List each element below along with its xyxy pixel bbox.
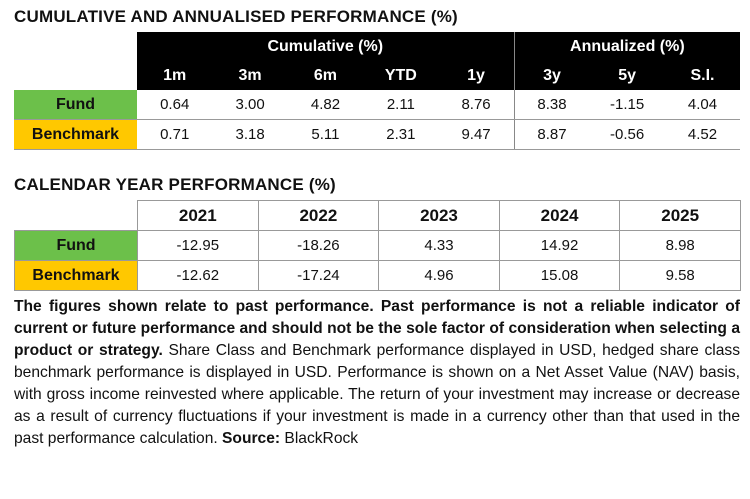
calendar-title: CALENDAR YEAR PERFORMANCE (%) [14, 175, 336, 194]
column-header: 5y [589, 61, 665, 90]
table-row: Benchmark -12.62 -17.24 4.96 15.08 9.58 [14, 260, 741, 291]
cell-value: 8.38 [513, 90, 590, 120]
column-header: 2022 [257, 200, 380, 231]
column-header: 2024 [498, 200, 621, 231]
cell-value: 15.08 [498, 260, 621, 291]
calendar-table: 2021 2022 2023 2024 2025 Fund -12.95 -18.26 4.3… [14, 200, 741, 291]
table-row: Benchmark 0.71 3.18 5.11 2.31 9.47 8.87 -0.56 4.… [14, 119, 741, 150]
cell-value: 2.31 [363, 119, 439, 150]
cell-value: -12.95 [137, 230, 259, 261]
cell-value: -12.62 [137, 260, 259, 291]
benchmark-label: Benchmark [14, 260, 138, 291]
table-row: Fund -12.95 -18.26 4.33 14.92 8.98 [14, 230, 741, 261]
disclaimer-body: Share Class and Benchmark performance di… [14, 342, 740, 447]
cell-value: 0.64 [137, 90, 213, 120]
group-annualized: Annualized (%) [513, 32, 741, 61]
cell-value: -18.26 [257, 230, 380, 261]
column-header: YTD [363, 61, 439, 90]
cell-value: 9.58 [619, 260, 741, 291]
column-header: 2021 [137, 200, 259, 231]
cell-value: 8.76 [438, 90, 515, 120]
column-header: 6m [287, 61, 364, 90]
cell-value: 0.71 [137, 119, 213, 150]
fund-label: Fund [14, 230, 138, 261]
fund-label: Fund [14, 90, 137, 120]
column-header: 1m [137, 61, 213, 90]
cell-value: 14.92 [498, 230, 621, 261]
cell-value: 4.82 [287, 90, 364, 120]
cell-value: 4.33 [378, 230, 500, 261]
table-row: Fund 0.64 3.00 4.82 2.11 8.76 8.38 -1.15 4.04 [14, 90, 741, 120]
column-header: 3m [212, 61, 288, 90]
cell-value: 4.96 [378, 260, 500, 291]
benchmark-label: Benchmark [14, 119, 137, 150]
cell-value: 3.00 [212, 90, 288, 120]
cell-value: 8.98 [619, 230, 741, 261]
cell-value: 4.04 [664, 90, 741, 120]
column-header: 2025 [619, 200, 741, 231]
cumulative-table: Cumulative (%) Annualized (%) 1m 3m 6m YTD 1y… [14, 32, 741, 150]
column-header: 2023 [378, 200, 500, 231]
cumulative-title: CUMULATIVE AND ANNUALISED PERFORMANCE (%… [14, 7, 458, 26]
cell-value: 3.18 [212, 119, 288, 150]
cell-value: 8.87 [513, 119, 590, 150]
cell-value: 9.47 [438, 119, 515, 150]
column-header: S.I. [664, 61, 741, 90]
disclaimer-bold: The figures shown relate to past perform… [14, 298, 740, 359]
column-header: 1y [438, 61, 515, 90]
disclaimer: The figures shown relate to past perform… [14, 296, 740, 450]
cell-value: 4.52 [664, 119, 741, 150]
cell-value: -1.15 [589, 90, 665, 120]
cell-value: 5.11 [287, 119, 364, 150]
cell-value: -0.56 [589, 119, 665, 150]
source-value: BlackRock [280, 430, 359, 447]
column-header: 3y [513, 61, 590, 90]
source-label: Source: [222, 430, 281, 447]
cell-value: -17.24 [257, 260, 380, 291]
group-cumulative: Cumulative (%) [137, 32, 515, 61]
cell-value: 2.11 [363, 90, 439, 120]
